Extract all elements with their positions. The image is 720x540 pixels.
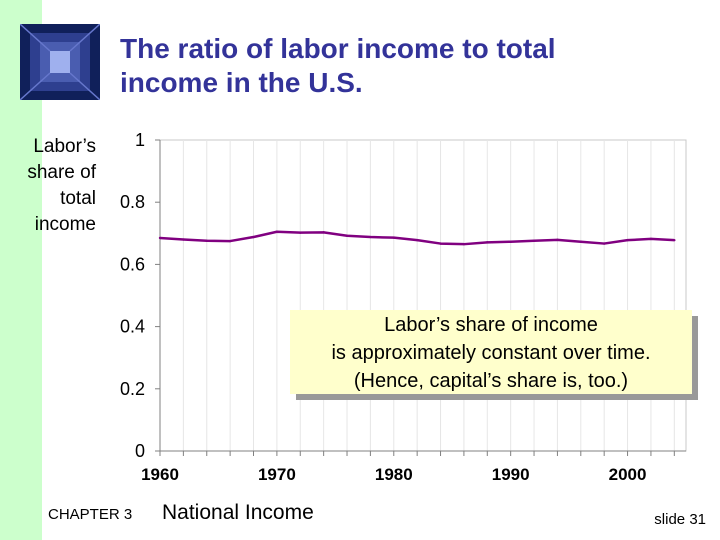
y-tick-label: 0.4 bbox=[120, 317, 145, 337]
data-point bbox=[626, 238, 629, 242]
slide-title: The ratio of labor income to total incom… bbox=[120, 32, 680, 100]
data-point bbox=[602, 242, 606, 245]
plot-area bbox=[159, 139, 687, 452]
window-logo-icon bbox=[20, 24, 100, 100]
data-point bbox=[486, 241, 489, 244]
y-tick-label: 0.6 bbox=[120, 254, 145, 274]
data-point bbox=[322, 231, 325, 234]
y-axis-label-line-3: total bbox=[60, 188, 96, 209]
data-point bbox=[158, 236, 162, 240]
x-tick-label: 1970 bbox=[258, 465, 296, 484]
x-tick-label: 2000 bbox=[609, 465, 647, 484]
y-axis-label-line-2: share of bbox=[27, 162, 96, 183]
footer-chapter: CHAPTER 3 bbox=[48, 506, 133, 523]
callout-line-1: Labor’s share of income bbox=[384, 314, 598, 336]
data-point bbox=[275, 230, 279, 233]
data-point bbox=[509, 240, 512, 243]
data-point bbox=[673, 238, 676, 242]
slide-number: slide 31 bbox=[654, 511, 706, 528]
data-point bbox=[415, 238, 419, 242]
y-axis-label-line-1: Labor’s bbox=[33, 136, 96, 157]
data-point bbox=[556, 238, 559, 242]
y-tick-label: 0.2 bbox=[120, 379, 145, 399]
title-line-1: The ratio of labor income to total bbox=[120, 33, 556, 64]
callout-box: Labor’s share of income is approximately… bbox=[290, 310, 692, 394]
callout-line-2: is approximately constant over time. bbox=[331, 342, 651, 364]
data-point bbox=[299, 231, 302, 234]
data-point bbox=[439, 242, 442, 245]
x-tick-label: 1960 bbox=[141, 465, 179, 484]
y-tick-label: 0 bbox=[135, 441, 145, 461]
data-point bbox=[182, 238, 185, 241]
data-point bbox=[532, 239, 536, 242]
data-point bbox=[579, 240, 582, 243]
data-point bbox=[462, 242, 466, 246]
data-point bbox=[252, 235, 255, 239]
x-tick-label: 1980 bbox=[375, 465, 413, 484]
data-point bbox=[345, 234, 349, 237]
y-axis-label-line-4: income bbox=[34, 214, 96, 235]
data-point bbox=[392, 236, 395, 239]
y-tick-label: 1 bbox=[135, 130, 145, 150]
x-tick-label: 1990 bbox=[492, 465, 530, 484]
data-point bbox=[369, 235, 372, 239]
callout-line-3: (Hence, capital’s share is, too.) bbox=[353, 370, 629, 392]
footer-title: National Income bbox=[162, 501, 314, 524]
y-axis-label: Labor’s share of total income bbox=[8, 134, 96, 238]
data-point bbox=[649, 237, 653, 241]
title-line-2: income in the U.S. bbox=[120, 67, 363, 98]
data-point bbox=[205, 239, 208, 242]
data-point bbox=[228, 239, 232, 243]
y-tick-label: 0.8 bbox=[120, 192, 145, 212]
